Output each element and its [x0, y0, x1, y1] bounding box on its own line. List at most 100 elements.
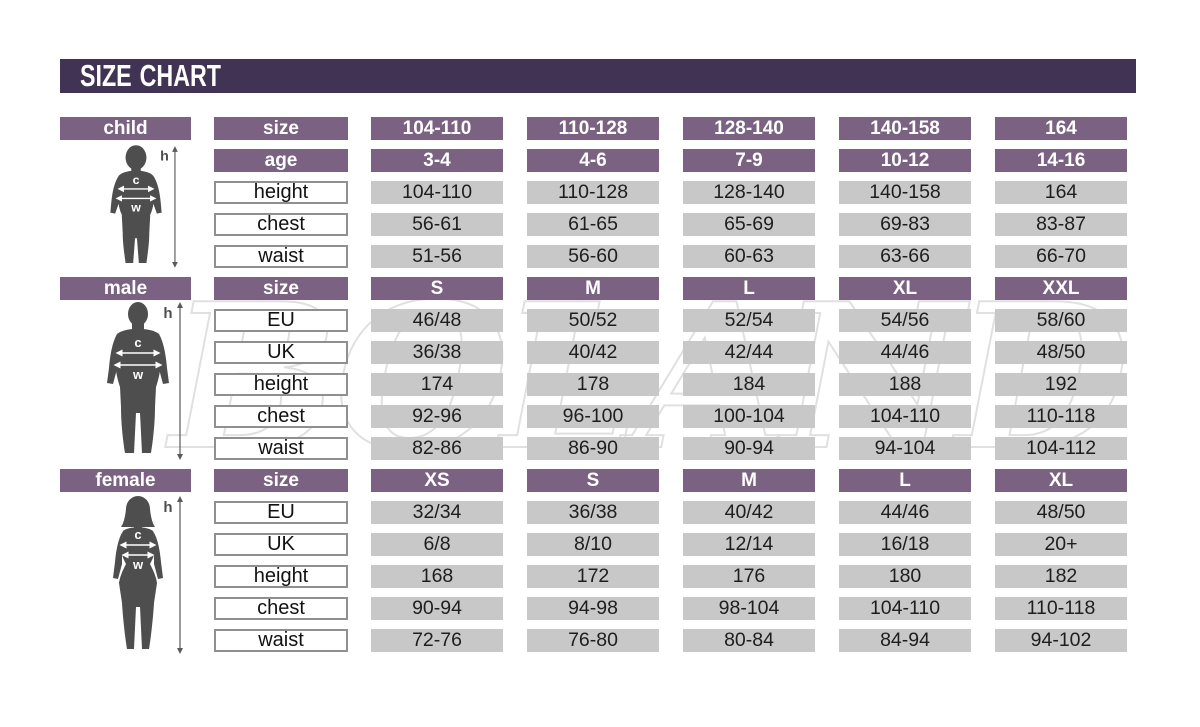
column-header: 128-140 — [683, 117, 815, 140]
height-label: h — [160, 148, 169, 164]
row-label-UK: UK — [214, 341, 348, 364]
column-header: L — [839, 469, 971, 492]
data-cell: 66-70 — [995, 245, 1127, 268]
data-cell: 76-80 — [527, 629, 659, 652]
data-cell: 44/46 — [839, 341, 971, 364]
data-cell: 104-110 — [839, 405, 971, 428]
waist-label: w — [130, 201, 141, 215]
column-header: XL — [995, 469, 1127, 492]
female-silhouette: c w h — [113, 496, 183, 654]
child-row-waist: waist 51-56 56-60 60-63 63-66 66-70 — [60, 245, 1136, 268]
female-figure: c w h — [98, 495, 198, 660]
data-cell: 184 — [683, 373, 815, 396]
chest-label: c — [134, 335, 141, 350]
data-cell: 140-158 — [839, 181, 971, 204]
data-cell: 82-86 — [371, 437, 503, 460]
data-cell: 98-104 — [683, 597, 815, 620]
data-cell: 48/50 — [995, 501, 1127, 524]
title-banner: SIZE CHART — [60, 58, 1136, 93]
data-cell: 32/34 — [371, 501, 503, 524]
section-label-male: male — [60, 277, 191, 300]
data-cell: 84-94 — [839, 629, 971, 652]
column-header: M — [527, 277, 659, 300]
row-label-chest: chest — [214, 213, 348, 236]
data-cell: 12/14 — [683, 533, 815, 556]
data-cell: 52/54 — [683, 309, 815, 332]
data-cell: 188 — [839, 373, 971, 396]
male-row-chest: chest 92-96 96-100 100-104 104-110 110-118 — [60, 405, 1136, 428]
data-cell: 128-140 — [683, 181, 815, 204]
data-cell: 8/10 — [527, 533, 659, 556]
child-row-size: child size 104-110 110-128 128-140 140-158 164 — [60, 117, 1136, 140]
female-row-UK: UK 6/8 8/10 12/14 16/18 20+ — [60, 533, 1136, 556]
column-header: XS — [371, 469, 503, 492]
data-cell: 110-128 — [527, 181, 659, 204]
data-cell: 72-76 — [371, 629, 503, 652]
data-cell: 60-63 — [683, 245, 815, 268]
data-cell: 51-56 — [371, 245, 503, 268]
data-cell: 61-65 — [527, 213, 659, 236]
data-cell: 100-104 — [683, 405, 815, 428]
column-header: M — [683, 469, 815, 492]
column-header: S — [527, 469, 659, 492]
column-header: 14-16 — [995, 149, 1127, 172]
column-header: 110-128 — [527, 117, 659, 140]
row-label-chest: chest — [214, 405, 348, 428]
child-row-height: height 104-110 110-128 128-140 140-158 164 — [60, 181, 1136, 204]
data-cell: 90-94 — [683, 437, 815, 460]
column-header: XL — [839, 277, 971, 300]
data-cell: 46/48 — [371, 309, 503, 332]
column-header: 104-110 — [371, 117, 503, 140]
male-row-size: male size S M L XL XXL — [60, 277, 1136, 300]
header-row-label-size: size — [214, 117, 348, 140]
chest-label: c — [134, 527, 141, 542]
male-row-waist: waist 82-86 86-90 90-94 94-104 104-112 — [60, 437, 1136, 460]
row-label-height: height — [214, 565, 348, 588]
section-label-female: female — [60, 469, 191, 492]
column-header: 164 — [995, 117, 1127, 140]
row-label-UK: UK — [214, 533, 348, 556]
male-silhouette: c w h — [107, 302, 183, 460]
data-cell: 40/42 — [683, 501, 815, 524]
data-cell: 83-87 — [995, 213, 1127, 236]
height-label: h — [163, 499, 172, 516]
data-cell: 172 — [527, 565, 659, 588]
column-header: 10-12 — [839, 149, 971, 172]
data-cell: 110-118 — [995, 405, 1127, 428]
female-row-height: height 168 172 176 180 182 — [60, 565, 1136, 588]
section-female: female size XS S M L XL EU 32/34 36/38 40/42 44/46 4… — [60, 469, 1136, 652]
data-cell: 92-96 — [371, 405, 503, 428]
section-male: male size S M L XL XXL EU 46/48 50/52 52/54 54/56 58… — [60, 277, 1136, 460]
data-cell: 94-104 — [839, 437, 971, 460]
data-cell: 94-98 — [527, 597, 659, 620]
female-row-size: female size XS S M L XL — [60, 469, 1136, 492]
child-row-age: age 3-4 4-6 7-9 10-12 14-16 — [60, 149, 1136, 172]
data-cell: 56-60 — [527, 245, 659, 268]
data-cell: 104-110 — [371, 181, 503, 204]
column-header: L — [683, 277, 815, 300]
data-cell: 180 — [839, 565, 971, 588]
data-cell: 44/46 — [839, 501, 971, 524]
size-table: child size 104-110 110-128 128-140 140-158 164… — [60, 117, 1136, 662]
data-cell: 164 — [995, 181, 1127, 204]
data-cell: 36/38 — [371, 341, 503, 364]
waist-label: w — [132, 367, 144, 382]
column-header: 140-158 — [839, 117, 971, 140]
data-cell: 174 — [371, 373, 503, 396]
header-row-label-size: size — [214, 469, 348, 492]
column-header: S — [371, 277, 503, 300]
male-row-height: height 174 178 184 188 192 — [60, 373, 1136, 396]
row-label-waist: waist — [214, 629, 348, 652]
data-cell: 168 — [371, 565, 503, 588]
female-row-waist: waist 72-76 76-80 80-84 84-94 94-102 — [60, 629, 1136, 652]
data-cell: 56-61 — [371, 213, 503, 236]
female-row-chest: chest 90-94 94-98 98-104 104-110 110-118 — [60, 597, 1136, 620]
data-cell: 178 — [527, 373, 659, 396]
data-cell: 58/60 — [995, 309, 1127, 332]
data-cell: 104-112 — [995, 437, 1127, 460]
data-cell: 36/38 — [527, 501, 659, 524]
data-cell: 54/56 — [839, 309, 971, 332]
column-header: 4-6 — [527, 149, 659, 172]
data-cell: 182 — [995, 565, 1127, 588]
